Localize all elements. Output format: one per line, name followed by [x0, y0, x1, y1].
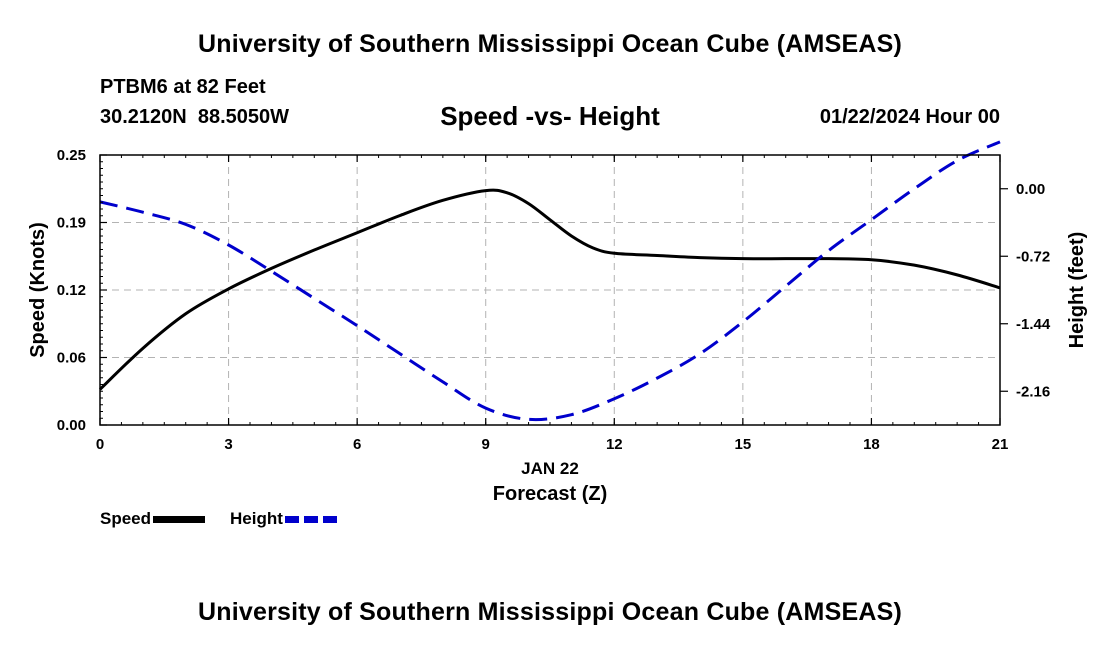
- legend-height-swatch: [284, 515, 337, 523]
- legend-speed-swatch: [153, 515, 206, 523]
- y-axis-left-label: Speed (Knots): [27, 222, 49, 358]
- series-line-speed: [98, 188, 1001, 391]
- y-left-tick-label: 0.00: [57, 417, 86, 434]
- x-date-label: JAN 22: [521, 459, 579, 478]
- x-tick-label: 9: [482, 436, 490, 453]
- y-left-tick-label: 0.12: [57, 282, 86, 299]
- x-tick-label: 3: [224, 436, 232, 453]
- x-tick-label: 12: [606, 436, 623, 453]
- legend-height: Height: [230, 509, 337, 529]
- y-axis-right-label: Height (feet): [1066, 232, 1088, 349]
- page-title: University of Southern Mississippi Ocean…: [198, 30, 902, 58]
- x-tick-label: 0: [96, 436, 104, 453]
- footer-title: University of Southern Mississippi Ocean…: [198, 598, 902, 626]
- date-label: 01/22/2024 Hour 00: [819, 106, 1000, 128]
- legend-speed: Speed: [100, 509, 206, 529]
- x-axis-label: Forecast (Z): [493, 483, 607, 505]
- x-tick-label: 21: [992, 436, 1009, 453]
- x-tick-label: 18: [863, 436, 880, 453]
- y-left-tick-label: 0.19: [57, 215, 86, 232]
- y-right-tick-label: 0.00: [1016, 181, 1045, 198]
- x-tick-label: 6: [353, 436, 361, 453]
- y-left-tick-label: 0.06: [57, 350, 86, 367]
- legend-height-label: Height: [230, 509, 283, 528]
- y-right-tick-label: -2.16: [1016, 383, 1050, 400]
- station-label: PTBM6 at 82 Feet: [100, 76, 266, 98]
- coordinates-label: 30.2120N 88.5050W: [100, 106, 290, 128]
- x-tick-label: 15: [735, 436, 752, 453]
- y-right-tick-label: -0.72: [1016, 248, 1050, 265]
- y-right-tick-label: -1.44: [1016, 316, 1051, 333]
- legend-speed-label: Speed: [100, 509, 152, 528]
- series-line-height: [99, 140, 1001, 422]
- chart-title: Speed -vs- Height: [440, 101, 660, 131]
- y-left-tick-label: 0.25: [57, 147, 86, 164]
